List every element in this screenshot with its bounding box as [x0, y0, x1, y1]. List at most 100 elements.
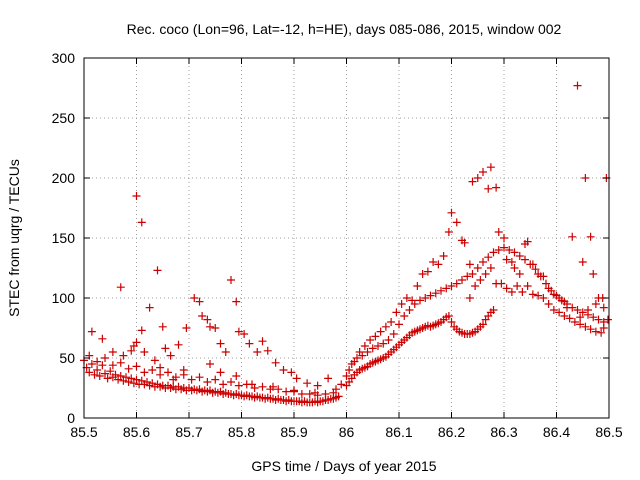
data-point — [481, 270, 490, 278]
data-point — [334, 392, 343, 401]
data-point — [156, 370, 165, 379]
data-point — [599, 324, 608, 332]
data-point — [492, 183, 501, 192]
data-point — [313, 381, 322, 390]
data-point — [531, 265, 540, 274]
data-point — [145, 303, 154, 312]
data-point — [269, 382, 277, 391]
data-point — [468, 270, 477, 278]
data-point — [486, 264, 495, 272]
data-point — [471, 282, 480, 290]
data-point — [355, 348, 364, 356]
data-point — [484, 253, 493, 262]
data-point — [203, 378, 212, 386]
data-point — [460, 238, 469, 247]
data-point — [221, 348, 230, 356]
data-point — [245, 339, 254, 348]
data-point — [442, 284, 451, 293]
data-point — [452, 218, 461, 227]
data-point — [502, 284, 511, 293]
data-point — [586, 325, 595, 334]
data-point — [423, 267, 432, 276]
data-point — [363, 348, 372, 356]
data-point — [473, 174, 482, 182]
data-point — [591, 300, 600, 308]
data-point — [98, 361, 107, 370]
data-point — [169, 375, 178, 384]
data-point — [515, 270, 524, 278]
data-point — [282, 387, 291, 396]
data-point — [216, 368, 225, 377]
data-point — [132, 338, 141, 347]
data-point — [211, 375, 220, 384]
data-point — [103, 374, 112, 383]
data-point — [395, 320, 403, 329]
data-point — [479, 320, 487, 329]
data-point — [137, 326, 146, 335]
data-points — [80, 81, 612, 407]
data-point — [581, 322, 590, 331]
data-point — [119, 351, 128, 360]
data-point — [429, 258, 438, 266]
data-point — [534, 291, 543, 300]
data-point — [161, 344, 170, 353]
data-point — [447, 282, 456, 290]
data-point — [513, 282, 522, 290]
data-point — [85, 368, 94, 377]
data-point — [568, 232, 577, 241]
x-axis-label: GPS time / Days of year 2015 — [251, 458, 436, 474]
data-point — [447, 208, 456, 217]
data-point — [523, 237, 532, 246]
data-point — [576, 320, 585, 329]
data-point — [87, 360, 96, 368]
data-point — [468, 177, 477, 186]
data-point — [384, 336, 393, 344]
data-point — [101, 354, 109, 362]
data-point — [476, 276, 485, 284]
data-point — [584, 306, 592, 314]
x-tick-label: 86.4 — [543, 424, 570, 440]
data-point — [521, 255, 529, 264]
data-point — [510, 264, 519, 272]
data-point — [494, 228, 503, 236]
data-point — [108, 361, 117, 370]
data-point — [497, 279, 506, 288]
data-point — [232, 372, 241, 380]
data-point — [198, 312, 207, 320]
data-point — [431, 289, 440, 298]
data-point — [350, 357, 359, 366]
data-point — [486, 163, 495, 172]
y-tick-label: 0 — [67, 410, 75, 426]
data-point — [376, 327, 385, 336]
y-tick-label: 50 — [59, 350, 75, 366]
x-tick-label: 86.2 — [438, 424, 465, 440]
data-point — [371, 332, 380, 341]
data-point — [90, 370, 99, 379]
data-point — [345, 366, 354, 374]
y-tick-label: 300 — [52, 50, 76, 66]
data-point — [591, 327, 600, 336]
data-point — [387, 318, 396, 326]
data-point — [549, 306, 558, 314]
y-tick-label: 100 — [52, 290, 76, 306]
x-tick-label: 85.8 — [228, 424, 255, 440]
data-point — [570, 318, 579, 326]
data-point — [311, 388, 319, 397]
y-tick-label: 250 — [52, 110, 76, 126]
data-point — [381, 322, 390, 331]
data-point — [413, 282, 422, 290]
data-point — [258, 382, 267, 391]
data-point — [240, 330, 249, 338]
data-point — [444, 228, 453, 236]
chart-title: Rec. coco (Lon=96, Lat=-12, h=HE), days … — [127, 21, 562, 37]
data-point — [434, 260, 443, 269]
data-point — [127, 346, 136, 355]
data-point — [227, 378, 235, 386]
data-point — [290, 386, 298, 395]
data-point — [437, 286, 445, 295]
data-point — [195, 297, 204, 306]
data-point — [258, 337, 267, 346]
data-point — [234, 327, 243, 336]
data-point — [452, 279, 461, 288]
